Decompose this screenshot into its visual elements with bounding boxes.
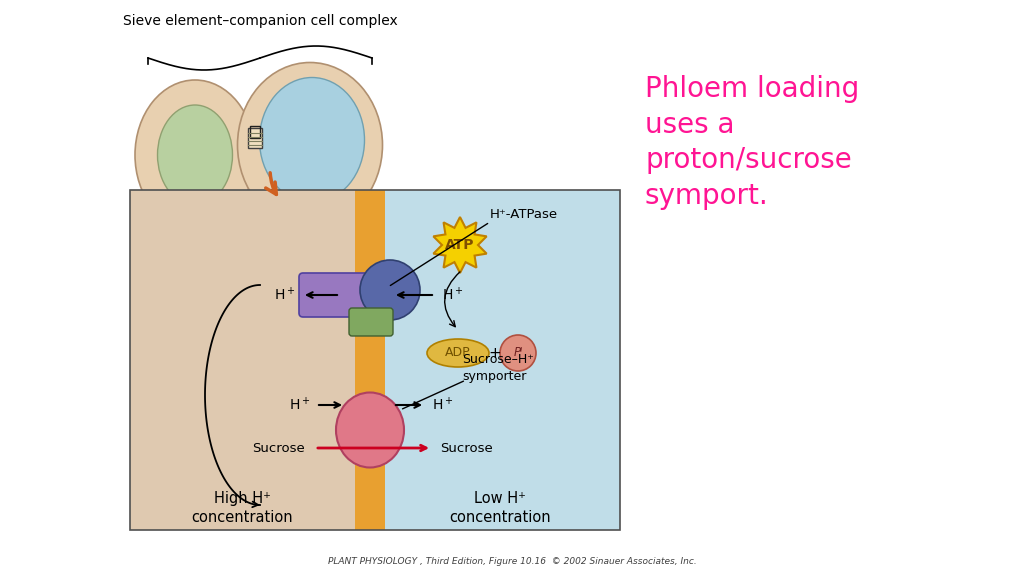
Ellipse shape [238,63,383,228]
Text: Sucrose: Sucrose [252,441,305,454]
Circle shape [360,260,420,320]
FancyBboxPatch shape [299,273,379,317]
Bar [130,190,355,530]
Text: Sucrose–H⁺
symporter: Sucrose–H⁺ symporter [462,353,534,383]
Bar [250,126,260,138]
Text: H⁺-ATPase: H⁺-ATPase [490,209,558,222]
Text: Phloem loading
uses a
proton/sucrose
symport.: Phloem loading uses a proton/sucrose sym… [645,75,859,210]
Text: H$^+$: H$^+$ [273,286,295,304]
Ellipse shape [336,392,404,468]
Text: Low H⁺
concentration: Low H⁺ concentration [450,491,551,525]
Text: ATP: ATP [445,238,475,252]
Text: PLANT PHYSIOLOGY , Third Edition, Figure 10.16  © 2002 Sinauer Associates, Inc.: PLANT PHYSIOLOGY , Third Edition, Figure… [328,558,696,567]
Polygon shape [433,217,486,273]
Text: Pᴵ: Pᴵ [513,347,522,359]
Ellipse shape [135,80,255,230]
Text: High H⁺
concentration: High H⁺ concentration [191,491,293,525]
Text: H$^+$: H$^+$ [289,396,310,414]
Bar [385,190,620,530]
Text: Sucrose: Sucrose [440,441,493,454]
Bar [130,190,620,530]
Bar [355,190,385,530]
Bar [248,128,262,148]
Circle shape [500,335,536,371]
Ellipse shape [158,105,232,205]
Text: Sieve element–companion cell complex: Sieve element–companion cell complex [123,14,397,28]
Text: ADP: ADP [445,347,471,359]
Ellipse shape [259,78,365,203]
Text: H$^+$: H$^+$ [432,396,454,414]
Text: H$^+$: H$^+$ [442,286,464,304]
Ellipse shape [427,339,489,367]
Text: +: + [488,346,502,361]
FancyBboxPatch shape [349,308,393,336]
